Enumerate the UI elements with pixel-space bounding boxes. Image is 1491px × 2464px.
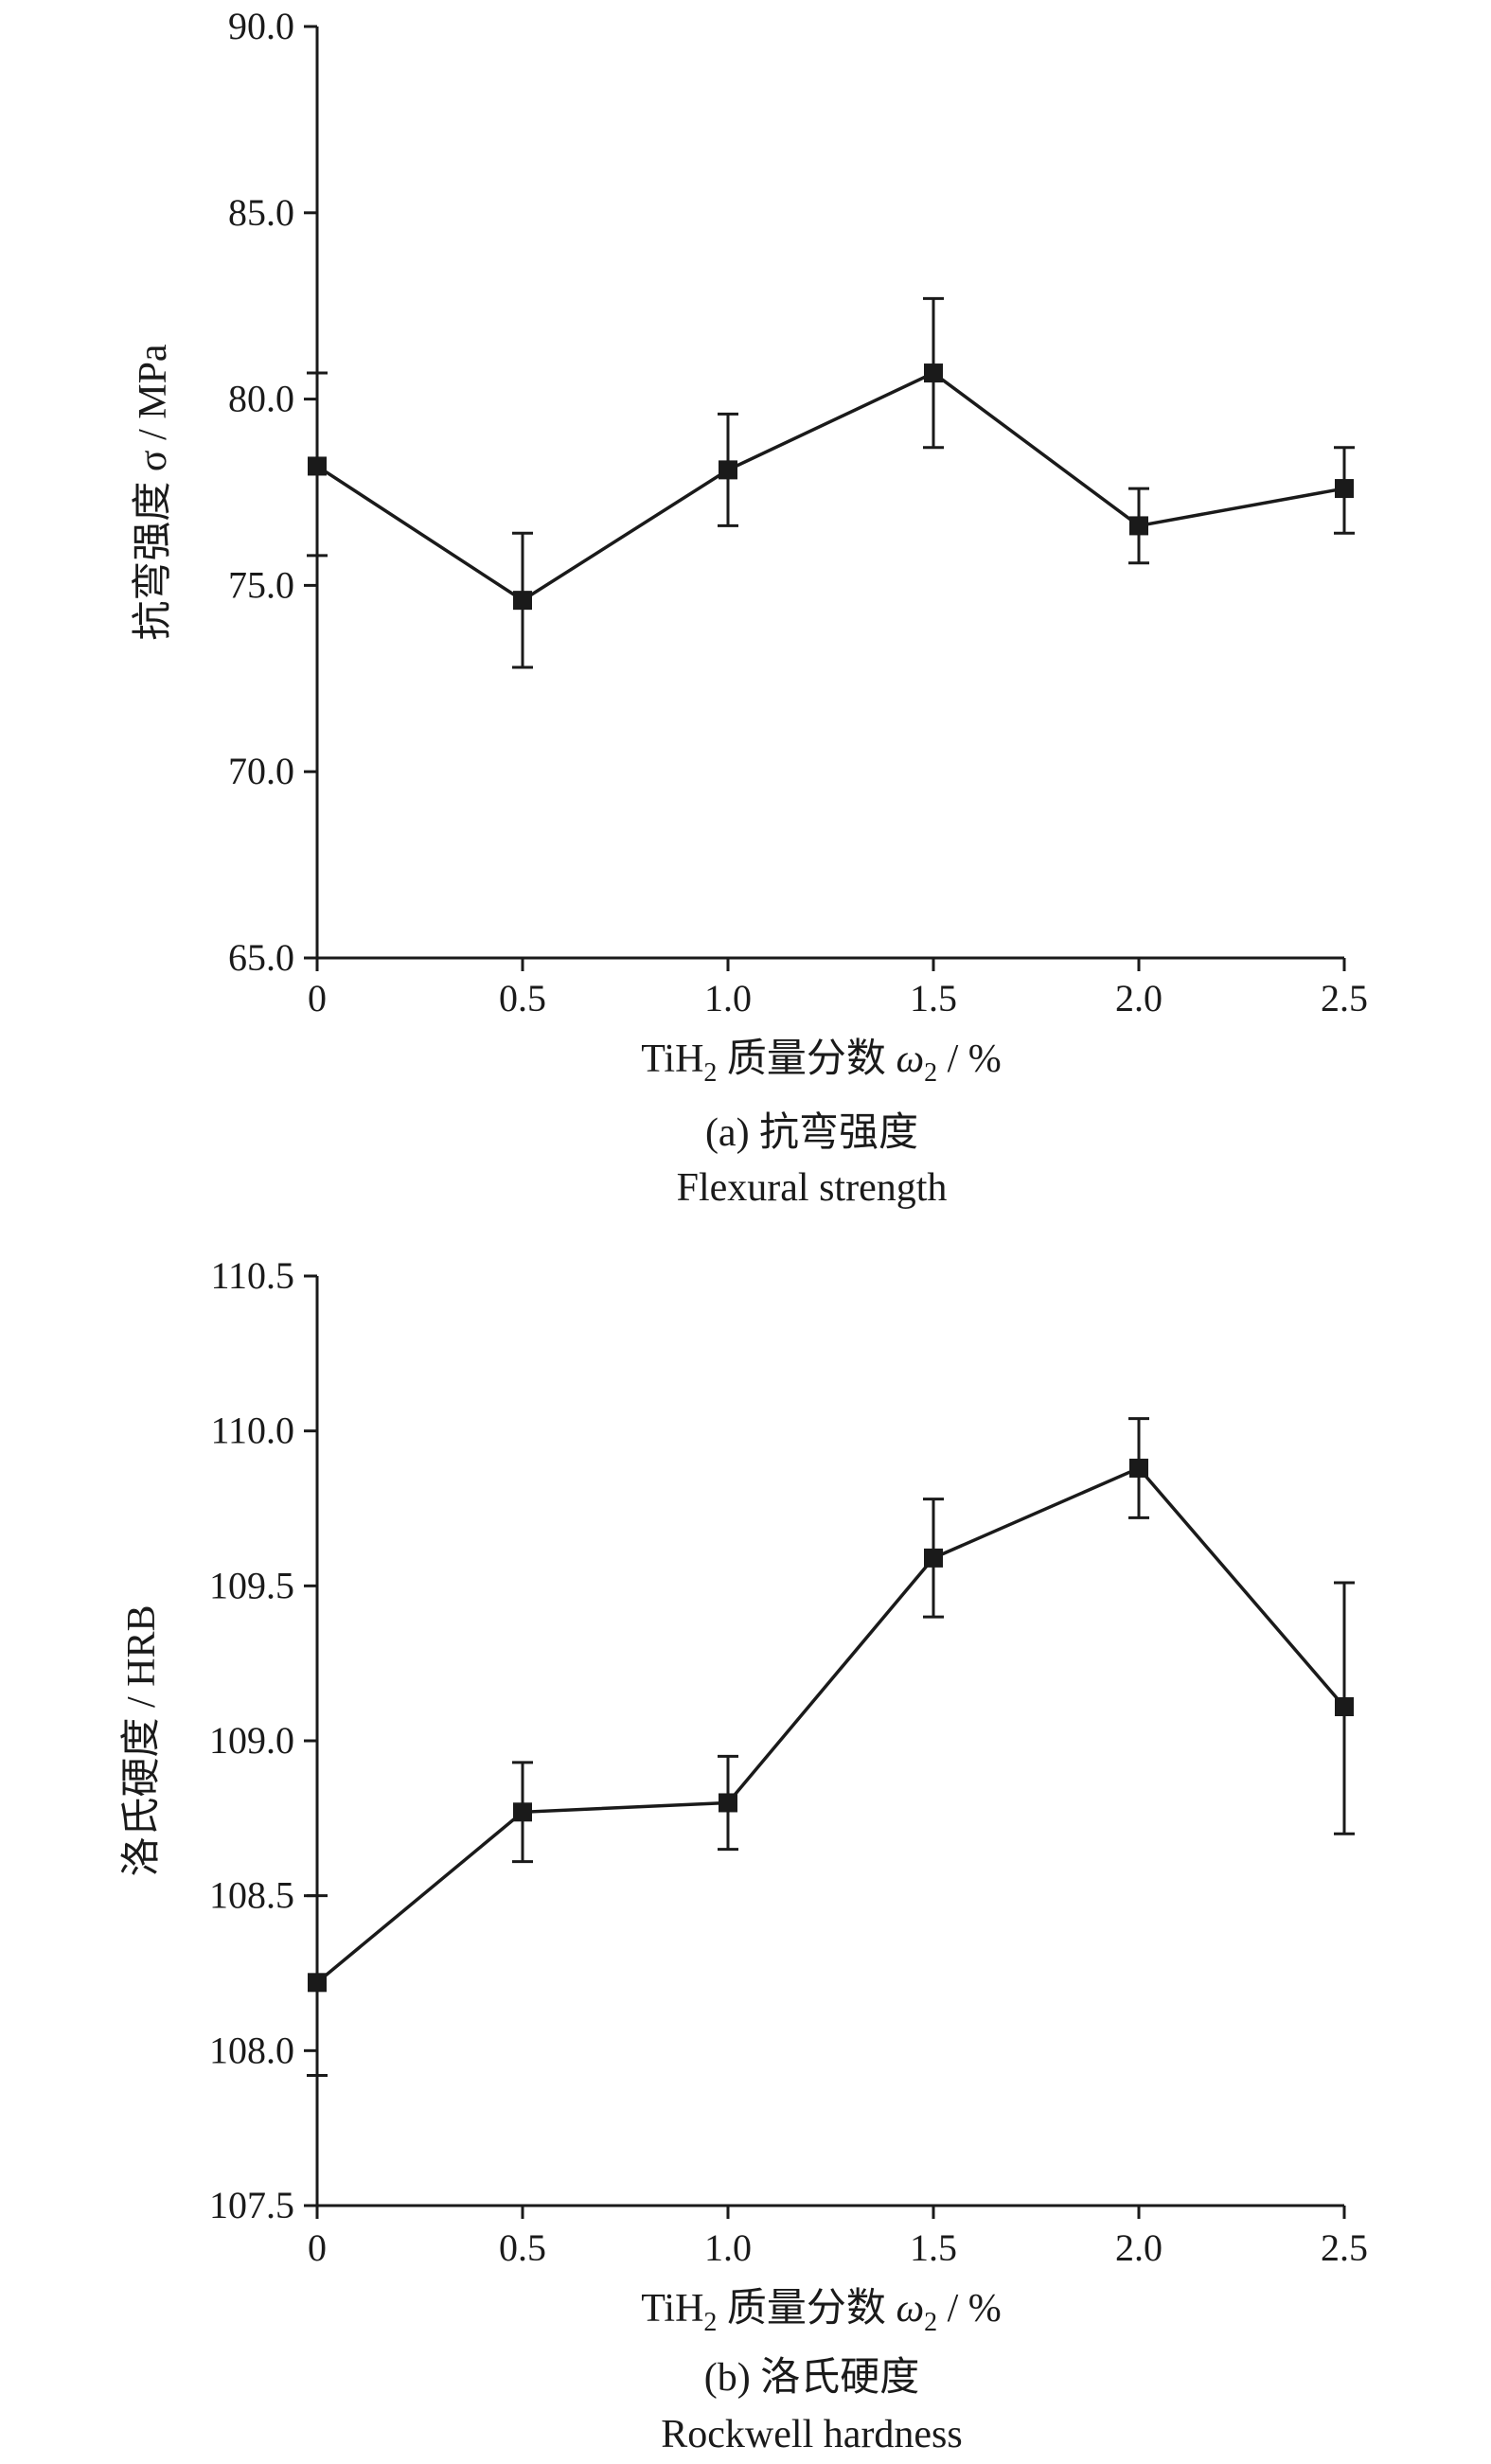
rockwell-hardness-svg: 107.5 108.0 108.5 109.0 109.5 110.0 110.5 0 0.5 1… [120, 1254, 1368, 2456]
data-point [513, 591, 532, 611]
data-point [719, 460, 737, 480]
rockwell-hardness-chart: 107.5 108.0 108.5 109.0 109.5 110.0 110.5 0 0.5 1… [0, 1231, 1491, 2464]
y-tick-label: 90.0 [228, 5, 294, 47]
y-tick-label: 85.0 [228, 191, 294, 234]
x-tick-label: 0.5 [499, 977, 546, 1019]
data-point [1129, 1458, 1148, 1478]
flexural-strength-chart: 65.0 70.0 75.0 80.0 85.0 90.0 0 0.5 1.0 1.5 2.0 2.5… [0, 0, 1491, 1231]
x-tick-label: 2.0 [1115, 977, 1163, 1019]
y-tick-label: 80.0 [228, 378, 294, 420]
y-axis-title: 洛氏硬度 / HRB [120, 1604, 164, 1876]
y-tick-label: 75.0 [228, 563, 294, 606]
y-tick-label: 108.5 [209, 1874, 294, 1917]
y-tick-label: 65.0 [228, 936, 294, 979]
x-tick-label: 0 [308, 2226, 327, 2269]
flexural-strength-svg: 65.0 70.0 75.0 80.0 85.0 90.0 0 0.5 1.0 1.5 2.0 2.5… [131, 5, 1368, 1210]
y-tick-label: 109.5 [209, 1564, 294, 1606]
x-tick-label: 2.0 [1115, 2226, 1163, 2269]
data-point [308, 1973, 327, 1993]
chart-caption-english: Rockwell hardness [661, 2413, 962, 2456]
data-point [1129, 516, 1148, 536]
data-point [924, 1548, 943, 1568]
data-point [1335, 479, 1354, 499]
data-point [1335, 1696, 1354, 1716]
chart-caption: (a) 抗弯强度 [705, 1110, 918, 1155]
x-tick-label: 0 [308, 977, 327, 1019]
y-tick-label: 107.5 [209, 2184, 294, 2226]
x-axis-title: TiH2 质量分数 ω2 / % [641, 2287, 1002, 2337]
series-line [315, 1465, 1346, 1984]
data-point [308, 456, 327, 476]
y-tick-label: 109.0 [209, 1719, 294, 1762]
chart-caption-english: Flexural strength [677, 1166, 948, 1210]
y-tick-label: 70.0 [228, 750, 294, 792]
series-line [316, 371, 1345, 603]
x-tick-label: 1.0 [704, 977, 752, 1019]
chart-caption: (b) 洛氏硬度 [704, 2356, 919, 2400]
data-point [513, 1802, 532, 1822]
y-tick-label: 110.5 [210, 1254, 294, 1297]
x-tick-label: 1.5 [910, 977, 957, 1019]
y-tick-label: 110.0 [210, 1409, 294, 1452]
data-point [924, 363, 943, 383]
x-tick-label: 2.5 [1321, 977, 1368, 1019]
x-tick-label: 1.0 [704, 2226, 752, 2269]
data-point [719, 1793, 737, 1813]
y-tick-label: 108.0 [209, 2029, 294, 2071]
y-axis-title: 抗弯强度 σ / MPa [131, 344, 175, 641]
x-tick-label: 2.5 [1321, 2226, 1368, 2269]
x-axis-title: TiH2 质量分数 ω2 / % [641, 1037, 1002, 1088]
x-tick-label: 0.5 [499, 2226, 546, 2269]
x-tick-label: 1.5 [910, 2226, 957, 2269]
